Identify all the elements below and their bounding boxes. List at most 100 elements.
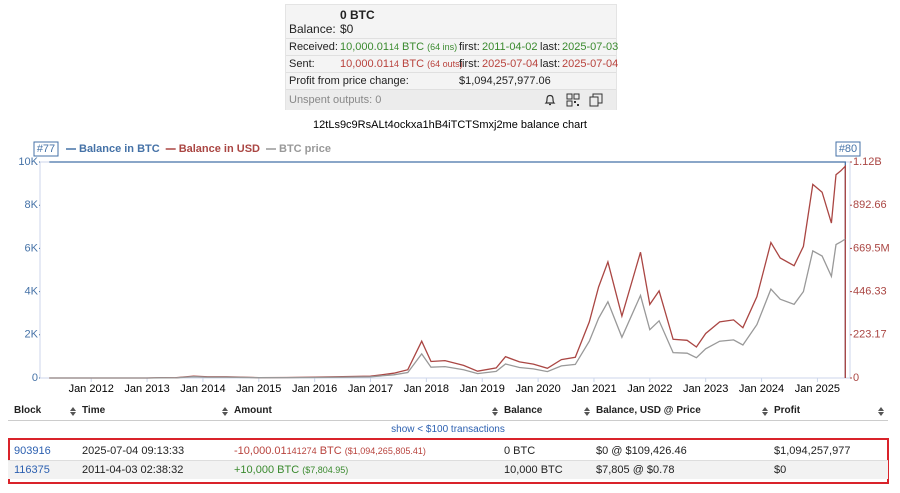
count: (64 ins) [427, 42, 458, 52]
balance-usd: $7,805 @ $0.78 [596, 464, 675, 476]
sort-icon[interactable] [70, 407, 76, 416]
balance: 10,000 BTC [504, 464, 563, 476]
legend-label: Balance in BTC [79, 143, 160, 155]
sort-icon[interactable] [222, 407, 228, 416]
header-cell: Time [82, 405, 106, 416]
balance-box: 0 BTC Balance: $0 Received: 10,000.0114 … [285, 4, 619, 110]
x-tick-label: Jan 2018 [404, 383, 449, 395]
sort-icon[interactable] [584, 407, 590, 416]
y2-tick-label: 892.66 [853, 199, 887, 211]
table-row: 116375 2011-04-03 02:38:32 +10,000 BTC (… [8, 461, 888, 479]
flag-label: #77 [37, 143, 55, 155]
x-tick-label: Jan 2012 [69, 383, 114, 395]
y-tick-label: 2K [25, 329, 39, 341]
chart: 12tLs9c9RsALt4ockxa1hB4iTCTSmxj2me balan… [18, 119, 889, 395]
amount-main: +10,000 [234, 464, 275, 476]
balance-usd: $0 @ $109,426.46 [596, 445, 687, 457]
x-tick-label: Jan 2014 [180, 383, 225, 395]
first-label: first: [459, 58, 480, 70]
first: 2025-07-04 [482, 58, 539, 70]
amount-main: 10,000.01 [340, 58, 389, 70]
value: $1,094,257,977.06 [459, 75, 551, 87]
last: 2025-07-03 [562, 41, 619, 53]
flag-box [835, 141, 861, 157]
chart-title: 12tLs9c9RsALt4ockxa1hB4iTCTSmxj2me balan… [313, 119, 587, 131]
profit-row: Profit from price change: $1,094,257,977… [286, 72, 616, 90]
first-label: first: [459, 41, 480, 53]
unit: BTC [402, 58, 425, 70]
y2-tick-label: 1.12B [853, 156, 882, 168]
label: Sent: [289, 58, 315, 70]
amount-small: 141274 [286, 446, 317, 456]
amount-small: 14 [388, 59, 399, 69]
time: 2011-04-03 02:38:32 [82, 464, 184, 476]
balance-btc: 0 BTC [340, 8, 375, 22]
y2-tick-label: 446.33 [853, 286, 887, 298]
unspent-row: Unspent outputs: 0 [286, 89, 616, 110]
y-tick-label: 4K [25, 286, 39, 298]
show-small-link[interactable]: show < $100 transactions [391, 424, 505, 435]
sort-icon[interactable] [878, 407, 884, 416]
last: 2025-07-04 [562, 58, 619, 70]
block[interactable]: 116375 [14, 464, 50, 476]
sort-icon[interactable] [492, 407, 498, 416]
unit: BTC [277, 464, 300, 476]
x-tick-label: Jan 2023 [683, 383, 728, 395]
y-tick-label: 8K [25, 199, 39, 211]
first: 2011-04-02 [482, 41, 538, 53]
unit: BTC [402, 41, 425, 53]
unit: BTC [319, 445, 342, 457]
series-line [49, 164, 846, 379]
legend-label: Balance in USD [179, 143, 260, 155]
block[interactable]: 903916 [14, 445, 51, 457]
label: Received: [289, 41, 338, 53]
amount-usd: ($7,804.95) [302, 465, 349, 475]
x-tick-label: Jan 2016 [292, 383, 337, 395]
time: 2025-07-04 09:13:33 [82, 445, 185, 457]
y-tick-label: 10K [18, 156, 38, 168]
sent-row: Sent: 10,000.0114 BTC (64 outs) first: 2… [286, 55, 619, 73]
amount: +10,000 BTC ($7,804.95) [234, 461, 348, 479]
header-cell: Block [14, 405, 42, 416]
last-label: last: [540, 58, 561, 70]
unspent: Unspent outputs: 0 [289, 94, 382, 106]
amount: 10,000.0114 BTC (64 outs) [340, 56, 463, 73]
amount: 10,000.0114 BTC (64 ins) [340, 39, 457, 56]
balance: 0 BTC [504, 445, 536, 457]
amount: -10,000.01141274 BTC ($1,094,265,805.41) [234, 442, 426, 460]
copy-icon[interactable] [589, 93, 603, 107]
amount-main: 10,000.01 [340, 41, 389, 53]
y-tick-label: 6K [25, 242, 39, 254]
amount-usd: ($1,094,265,805.41) [344, 446, 426, 456]
legend-label: BTC price [279, 143, 331, 155]
y2-tick-label: 223.17 [853, 329, 887, 341]
bell-icon[interactable] [543, 93, 557, 107]
y-tick-label: 0 [32, 372, 38, 384]
header-cell: Amount [234, 405, 272, 416]
balance-usd: $0 [340, 22, 354, 36]
qr-icon[interactable] [566, 93, 580, 107]
amount-small: 14 [388, 42, 399, 52]
profit: $0 [774, 464, 787, 476]
profit: $1,094,257,977 [774, 445, 851, 457]
label: Profit from price change: [289, 75, 409, 87]
count: (64 outs) [427, 59, 463, 69]
x-tick-label: Jan 2020 [515, 383, 560, 395]
table-row: 903916 2025-07-04 09:13:33 -10,000.01141… [8, 442, 888, 461]
x-tick-label: Jan 2021 [571, 383, 616, 395]
series-line [49, 238, 846, 379]
sort-icon[interactable] [762, 407, 768, 416]
plot-area [39, 161, 851, 379]
x-tick-label: Jan 2015 [236, 383, 281, 395]
x-tick-label: Jan 2013 [124, 383, 169, 395]
header-cell: Balance [504, 405, 543, 416]
amount-main: -10,000.01 [234, 445, 287, 457]
series-line [49, 161, 846, 378]
last-label: last: [540, 41, 561, 53]
flag-box [33, 141, 59, 157]
header-cell: Balance, USD @ Price [596, 405, 701, 416]
flag-label: #80 [839, 143, 857, 155]
x-tick-label: Jan 2019 [460, 383, 505, 395]
